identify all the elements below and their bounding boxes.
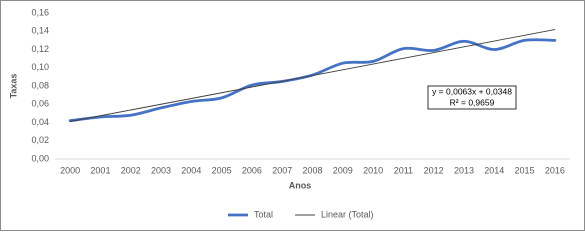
x-tick-label: 2010 <box>363 165 383 175</box>
x-tick-label: 2008 <box>302 165 322 175</box>
x-tick-label: 2003 <box>151 165 171 175</box>
y-tick-label: 0,12 <box>31 44 49 54</box>
legend-label: Total <box>254 209 273 219</box>
x-tick-label: 2006 <box>242 165 262 175</box>
x-tick-label: 2012 <box>424 165 444 175</box>
y-tick-label: 0,04 <box>31 117 49 127</box>
y-tick-label: 0,10 <box>31 62 49 72</box>
x-tick-label: 2016 <box>545 165 565 175</box>
y-axis-title: Taxas <box>8 74 18 99</box>
y-tick-label: 0,08 <box>31 80 49 90</box>
x-axis-title: Anos <box>289 180 312 190</box>
x-tick-label: 2014 <box>484 165 504 175</box>
x-tick-label: 2009 <box>333 165 353 175</box>
r-squared: R² = 0,9659 <box>450 97 495 107</box>
x-tick-label: 2001 <box>90 165 110 175</box>
trend-line <box>69 29 556 122</box>
equation: y = 0,0063x + 0,0348 <box>432 86 512 96</box>
y-tick-label: 0,00 <box>31 153 49 163</box>
y-tick-label: 0,14 <box>31 26 49 36</box>
legend-label: Linear (Total) <box>321 209 374 219</box>
x-tick-label: 2013 <box>454 165 474 175</box>
x-tick-label: 2002 <box>121 165 141 175</box>
chart: Anos Taxas y = 0,0063x + 0,0348 R² = 0,9… <box>0 0 585 231</box>
x-tick-label: 2015 <box>515 165 535 175</box>
x-tick-label: 2004 <box>181 165 201 175</box>
x-tick-label: 2005 <box>212 165 232 175</box>
y-tick-label: 0,02 <box>31 135 49 145</box>
x-tick-label: 2007 <box>272 165 292 175</box>
y-tick-label: 0,16 <box>31 7 49 17</box>
chart-border <box>0 0 585 231</box>
y-tick-label: 0,06 <box>31 99 49 109</box>
x-tick-label: 2000 <box>60 165 80 175</box>
x-tick-label: 2011 <box>394 165 413 175</box>
annotation-box <box>427 85 517 110</box>
